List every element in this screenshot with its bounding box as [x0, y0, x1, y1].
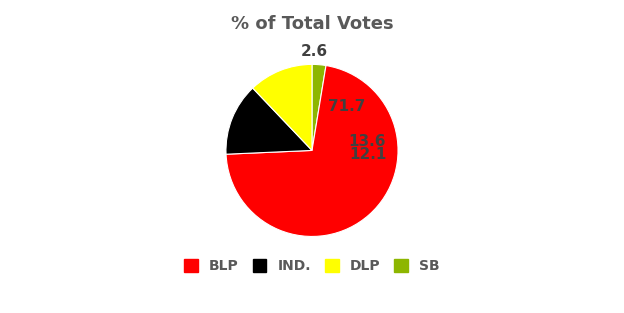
Wedge shape [226, 88, 312, 154]
Wedge shape [253, 64, 312, 151]
Text: 2.6: 2.6 [301, 44, 328, 59]
Text: 71.7: 71.7 [328, 99, 366, 114]
Wedge shape [312, 64, 326, 151]
Title: % of Total Votes: % of Total Votes [231, 15, 393, 33]
Wedge shape [226, 65, 398, 236]
Text: 12.1: 12.1 [349, 147, 386, 162]
Legend: BLP, IND., DLP, SB: BLP, IND., DLP, SB [178, 254, 446, 279]
Text: 13.6: 13.6 [348, 134, 386, 149]
